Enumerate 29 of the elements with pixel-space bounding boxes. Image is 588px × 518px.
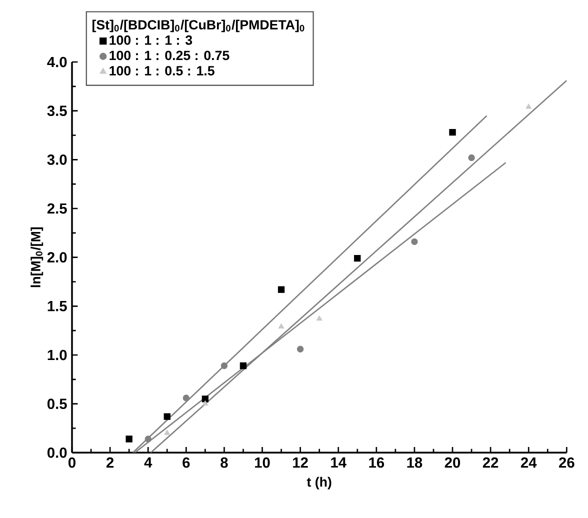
y-tick-label: 0.0 <box>47 447 67 458</box>
legend-title: [St]$_{0}$/[BDCIB]$_{0}$/[CuBr]$_{0}$/[PMDETA]$_{0}$ <box>92 20 304 32</box>
x-tick-label: 16 <box>369 457 384 468</box>
x-tick-label: 10 <box>255 457 270 468</box>
x-axis-title: t (h) <box>306 476 332 490</box>
x-tick-label: 8 <box>220 457 228 468</box>
x-tick-label: 26 <box>559 457 574 468</box>
legend-label: 100 : 1 : 0.25 : 0.75 <box>110 50 230 60</box>
x-tick-label: 20 <box>444 457 460 468</box>
y-tick-label: 1.5 <box>48 301 67 312</box>
legend-label: 100 : 1 : 1 : 3 <box>110 35 192 45</box>
x-tick-label: 0 <box>68 457 76 468</box>
y-tick-label: 3.0 <box>47 154 67 165</box>
x-tick-label: 18 <box>407 457 422 468</box>
x-tick-label: 2 <box>106 457 114 468</box>
y-tick-label: 2.0 <box>47 252 67 263</box>
y-tick-label: 3.5 <box>47 106 67 116</box>
legend-label: 100 : 1 : 0.5 : 1.5 <box>110 66 214 76</box>
y-tick-label: 0.5 <box>47 398 67 410</box>
y-tick-label: 2.5 <box>47 203 67 214</box>
x-tick-label: 12 <box>293 457 308 468</box>
x-tick-label: 24 <box>520 457 537 468</box>
y-tick-label: 1.0 <box>48 350 67 360</box>
x-tick-label: 6 <box>182 457 190 468</box>
x-tick-label: 22 <box>482 457 498 468</box>
x-tick-label: 4 <box>144 457 152 468</box>
y-axis-title: ln[M]$_{0}$/[M] <box>30 227 44 288</box>
x-tick-label: 14 <box>331 457 346 468</box>
y-tick-label: 4.0 <box>47 56 67 68</box>
